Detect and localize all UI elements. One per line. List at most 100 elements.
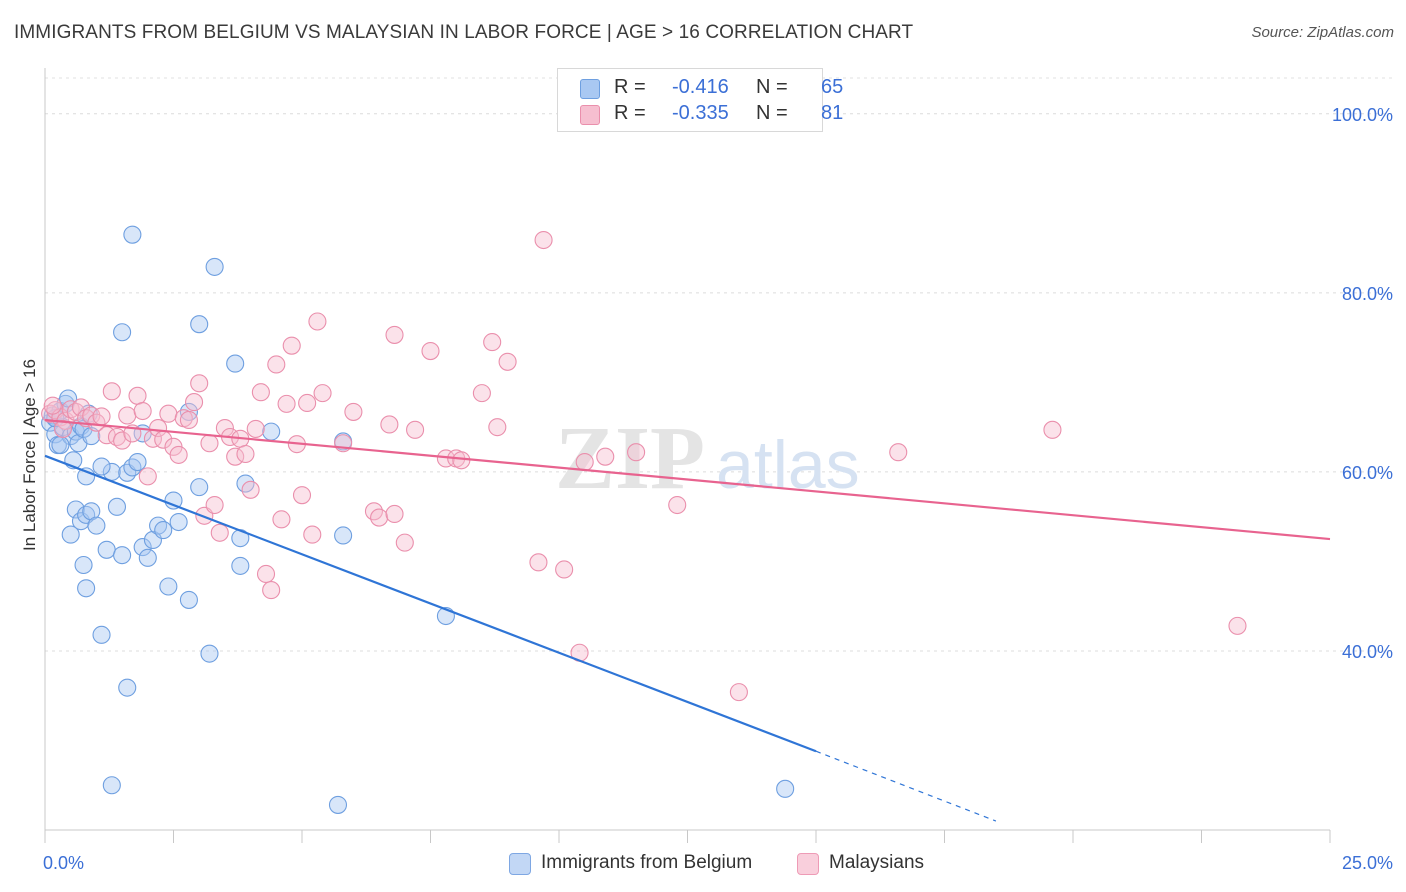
point-belgium <box>92 625 111 644</box>
point-malaysian <box>380 415 399 434</box>
point-belgium <box>205 257 224 276</box>
point-malaysian <box>102 382 121 401</box>
point-malaysian <box>149 418 168 438</box>
point-belgium <box>102 776 121 795</box>
point-malaysian <box>596 447 615 466</box>
correlation-legend: R = -0.416 N = 65 R = -0.335 N = 81 <box>557 68 843 132</box>
y-tick-label: 60.0% <box>1342 463 1393 483</box>
point-malaysian <box>575 453 594 472</box>
point-belgium <box>87 516 106 535</box>
point-belgium <box>82 427 101 446</box>
point-belgium <box>113 546 132 565</box>
point-malaysian <box>113 431 132 450</box>
point-malaysian <box>246 419 265 438</box>
point-malaysian <box>385 504 404 524</box>
point-belgium <box>113 323 132 342</box>
point-malaysian <box>298 393 317 413</box>
point-belgium <box>262 422 281 441</box>
watermark-atlas: atlas <box>716 427 860 503</box>
point-malaysian <box>344 402 363 421</box>
point-malaysian <box>555 560 574 579</box>
trend-line-belgium-extension <box>815 750 997 822</box>
point-belgium <box>200 644 219 663</box>
point-belgium <box>776 779 795 798</box>
point-malaysian <box>889 443 908 462</box>
bottom-legend-swatch-malaysians <box>797 853 819 875</box>
point-malaysian <box>262 581 281 600</box>
legend-r-label: R = <box>614 102 646 124</box>
point-malaysian <box>200 434 219 453</box>
point-belgium <box>334 526 353 545</box>
point-malaysian <box>627 443 646 462</box>
y-tick-label: 40.0% <box>1342 642 1393 662</box>
point-malaysian <box>185 393 204 412</box>
point-malaysian <box>251 383 270 402</box>
point-malaysian <box>128 386 147 405</box>
legend-swatch-belgium <box>580 79 600 99</box>
point-malaysian <box>118 406 137 425</box>
point-malaysian <box>534 230 553 250</box>
point-malaysian <box>292 486 312 505</box>
source-label: Source: ZipAtlas.com <box>1251 24 1394 41</box>
point-malaysian <box>498 352 517 371</box>
legend-r-value-malaysians: -0.335 <box>672 102 729 124</box>
point-belgium <box>51 435 70 455</box>
point-malaysian <box>308 312 327 331</box>
point-malaysian <box>92 407 111 426</box>
point-malaysian <box>729 683 748 702</box>
point-belgium <box>123 458 142 477</box>
point-belgium <box>77 579 96 598</box>
point-malaysian <box>107 427 127 447</box>
point-belgium <box>118 678 137 697</box>
trend-lines <box>44 418 1331 822</box>
legend-n-value-belgium: 65 <box>821 76 844 98</box>
point-belgium <box>154 521 173 540</box>
bottom-legend-swatch-belgium <box>509 853 531 875</box>
legend-swatch-malaysians <box>580 105 600 125</box>
trend-line-belgium <box>44 454 817 753</box>
point-malaysian <box>190 374 209 393</box>
point-malaysian <box>210 523 229 542</box>
point-malaysian <box>169 445 188 464</box>
point-malaysian <box>43 396 62 415</box>
axes <box>44 68 1331 843</box>
point-belgium <box>231 556 250 575</box>
point-malaysian <box>1228 616 1247 635</box>
point-belgium <box>123 225 142 244</box>
y-axis-title: In Labor Force | Age > 16 <box>20 359 39 551</box>
bottom-legend-label-malaysians: Malaysians <box>829 852 925 873</box>
point-malaysian <box>277 394 296 413</box>
point-malaysian <box>1043 420 1062 439</box>
x-tick-label-right: 25.0% <box>1342 853 1393 873</box>
point-belgium <box>133 538 152 557</box>
point-malaysian <box>668 495 687 515</box>
axis-labels: 100.0% 80.0% 60.0% 40.0% 0.0% 25.0% In Labor F… <box>20 105 1393 873</box>
point-malaysian <box>179 410 198 430</box>
point-belgium <box>226 354 245 373</box>
point-belgium <box>128 453 147 472</box>
point-malaysian <box>267 355 286 374</box>
point-malaysian <box>282 336 301 355</box>
point-belgium <box>179 590 198 609</box>
legend-r-value-belgium: -0.416 <box>672 76 729 98</box>
point-malaysian <box>395 533 414 552</box>
point-malaysian <box>406 420 425 439</box>
y-tick-label: 100.0% <box>1332 105 1393 125</box>
point-malaysian <box>385 325 404 344</box>
point-malaysian <box>370 508 389 527</box>
point-malaysian <box>138 467 157 486</box>
point-malaysian <box>53 419 73 438</box>
trend-line-malaysians <box>44 418 1331 541</box>
point-belgium <box>107 497 127 516</box>
y-tick-label: 80.0% <box>1342 284 1393 304</box>
point-malaysian <box>313 384 332 403</box>
point-malaysian <box>488 418 507 437</box>
point-belgium <box>61 525 80 544</box>
point-malaysian <box>256 564 276 584</box>
point-belgium <box>138 548 157 567</box>
point-belgium <box>59 389 78 408</box>
bottom-legend-label-belgium: Immigrants from Belgium <box>541 852 753 873</box>
point-belgium <box>328 795 348 814</box>
legend-n-label: N = <box>756 102 788 124</box>
